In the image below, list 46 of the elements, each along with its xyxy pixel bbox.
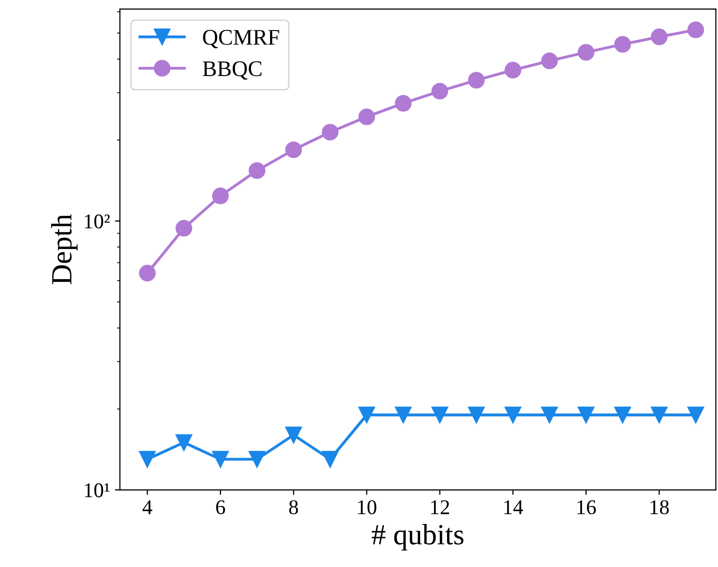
y-tick-label: 10¹ — [84, 483, 110, 498]
point — [541, 52, 558, 70]
point — [394, 94, 412, 112]
point — [176, 434, 192, 451]
y-axis-title: Depth — [51, 214, 78, 284]
point — [431, 406, 448, 424]
point — [138, 264, 156, 282]
point — [431, 82, 448, 100]
x-axis-title: # qubits — [372, 524, 464, 551]
legend-label: QCMRF — [203, 30, 280, 48]
x-tick-label: 18 — [650, 500, 669, 514]
point — [394, 406, 412, 424]
point — [212, 188, 229, 204]
point — [358, 406, 376, 424]
y-tick-label: 10² — [84, 214, 110, 228]
point — [468, 72, 485, 89]
point — [322, 124, 338, 140]
point — [285, 141, 302, 158]
point — [248, 450, 266, 468]
point — [285, 426, 302, 444]
point — [614, 406, 631, 424]
point — [212, 450, 229, 468]
point — [138, 450, 156, 468]
point — [687, 22, 704, 38]
point — [358, 108, 376, 126]
x-tick-label: 6 — [216, 500, 226, 514]
point — [504, 406, 522, 424]
point — [322, 450, 338, 468]
point — [176, 220, 192, 237]
point — [504, 62, 522, 78]
x-tick-label: 14 — [504, 500, 524, 514]
point — [541, 406, 558, 424]
point — [687, 406, 704, 424]
point — [248, 162, 266, 179]
point — [650, 28, 668, 46]
x-tick-label: 8 — [289, 500, 298, 514]
point — [578, 44, 594, 61]
point — [614, 36, 631, 53]
x-tick-label: 12 — [431, 500, 450, 514]
legend-label: BBQC — [202, 61, 262, 80]
x-tick-label: 10 — [358, 500, 376, 514]
x-tick-label: 4 — [142, 500, 152, 514]
point — [468, 406, 485, 424]
point — [650, 406, 668, 424]
x-tick-label: 16 — [577, 500, 596, 514]
point — [578, 406, 594, 424]
